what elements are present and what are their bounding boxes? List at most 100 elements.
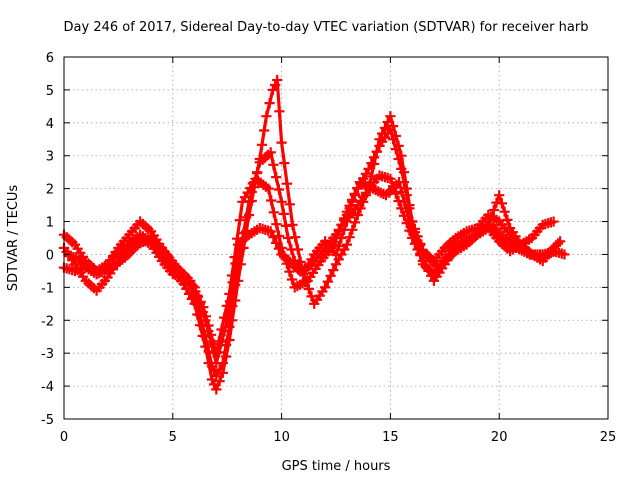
y-axis-label: SDTVAR / TECUs (6, 185, 21, 292)
data-point (197, 330, 208, 341)
data-point (278, 208, 289, 219)
data-point (268, 232, 279, 243)
data-point (206, 329, 217, 340)
data-point (284, 266, 295, 277)
data-point (276, 137, 287, 148)
y-tick-label: -5 (41, 413, 54, 428)
data-point (276, 196, 287, 207)
data-point (187, 280, 198, 292)
y-tick-label: 2 (46, 183, 54, 198)
data-point (333, 226, 345, 237)
data-point (306, 291, 317, 302)
data-point (341, 206, 352, 217)
y-tick-label: 6 (46, 51, 54, 66)
data-point (219, 312, 230, 323)
data-point (214, 376, 225, 387)
data-series (58, 74, 570, 395)
x-tick-label: 25 (600, 430, 617, 445)
x-tick-label: 15 (382, 430, 399, 445)
y-tick-label: 3 (46, 150, 54, 165)
data-point (404, 216, 415, 227)
data-point (221, 351, 232, 362)
data-point (328, 239, 339, 250)
data-point (276, 242, 287, 253)
series-satellite-track-4 (63, 173, 561, 359)
axes (63, 56, 609, 420)
data-point (377, 128, 388, 139)
data-point (396, 203, 407, 214)
data-point (221, 300, 232, 311)
data-point (272, 74, 283, 86)
data-point (325, 270, 336, 281)
data-point (336, 219, 347, 230)
x-axis-label: GPS time / hours (282, 459, 391, 474)
data-point (390, 130, 401, 142)
data-point (379, 122, 391, 133)
data-point (388, 121, 399, 132)
data-point (211, 384, 222, 395)
x-tick-labels: 0 5 10 15 20 25 (60, 430, 616, 445)
data-point (192, 291, 204, 302)
data-point (352, 182, 363, 194)
data-point (203, 320, 214, 331)
data-point (303, 283, 314, 295)
data-point (396, 150, 407, 161)
data-point (229, 252, 240, 263)
data-point (226, 270, 238, 281)
data-point (281, 178, 293, 189)
data-point (281, 258, 292, 269)
data-point (292, 244, 303, 255)
data-point (265, 226, 276, 237)
data-point (347, 194, 358, 205)
data-point (341, 239, 352, 250)
data-point (273, 230, 285, 242)
data-point (371, 146, 382, 157)
data-point (268, 207, 279, 218)
data-point (192, 309, 203, 320)
data-point (382, 116, 393, 128)
data-point (256, 139, 268, 150)
data-point (559, 249, 570, 260)
data-point (399, 196, 410, 207)
data-point (369, 158, 380, 170)
data-point (398, 167, 410, 178)
data-point (349, 217, 361, 228)
data-point (496, 198, 507, 209)
data-point (266, 195, 277, 206)
data-point (211, 348, 222, 359)
data-point (385, 111, 396, 122)
data-point (213, 336, 224, 347)
data-point (273, 184, 284, 195)
y-tick-label: -1 (41, 281, 54, 296)
data-point (238, 242, 249, 253)
data-point (550, 246, 561, 257)
data-point (290, 232, 301, 243)
series-trace (62, 127, 556, 378)
data-point (200, 311, 211, 322)
data-point (185, 275, 196, 286)
data-point (211, 358, 222, 369)
data-point (287, 219, 298, 230)
data-point (494, 190, 505, 201)
data-point (374, 134, 385, 145)
y-tick-label: 0 (46, 248, 54, 263)
x-tick-label: 5 (169, 430, 177, 445)
data-point (393, 140, 404, 151)
y-tick-label: -2 (41, 314, 54, 329)
x-tick-label: 0 (60, 430, 68, 445)
data-point (366, 171, 377, 182)
data-point (385, 173, 396, 184)
data-point (320, 282, 331, 293)
data-point (502, 214, 513, 225)
data-point (246, 195, 257, 207)
x-tick-label: 10 (273, 430, 290, 445)
data-point (254, 153, 265, 165)
data-point (264, 98, 275, 109)
data-point (224, 288, 235, 299)
data-point (198, 302, 209, 313)
data-point (488, 204, 499, 216)
data-point (265, 147, 276, 158)
data-point (217, 367, 228, 378)
y-tick-label: -4 (41, 380, 54, 395)
plot-frame (63, 56, 609, 420)
